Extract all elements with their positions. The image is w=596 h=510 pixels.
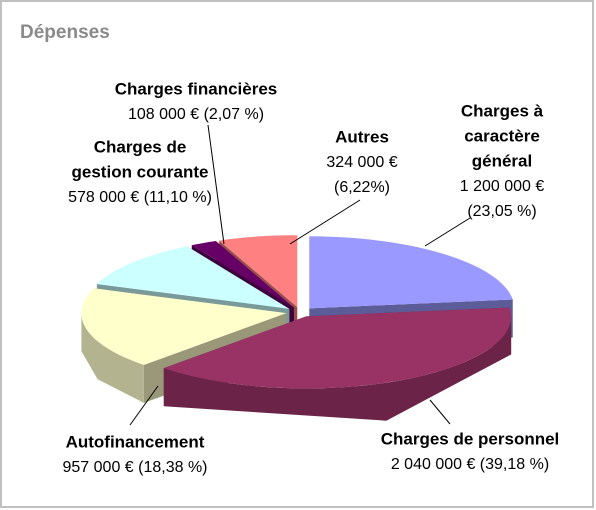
slice-label: Charges de <box>94 137 187 156</box>
slice-top <box>96 246 290 309</box>
leader-line <box>424 217 471 247</box>
value-label: 324 000 € <box>326 154 397 171</box>
leader-line <box>129 385 159 426</box>
slice-label: Charges de personnel <box>381 429 560 448</box>
leader-line <box>429 399 451 425</box>
slice-top <box>163 307 512 389</box>
value-label: 2 040 000 € (39,18 %) <box>391 456 549 473</box>
slice-label: Autofinancement <box>66 432 205 451</box>
slice-top <box>219 235 298 308</box>
slice-label: Charges à <box>461 101 544 120</box>
value-label: 108 000 € (2,07 %) <box>128 106 264 123</box>
leader-line <box>289 199 361 245</box>
slice-side <box>163 316 512 421</box>
value-label: 1 200 000 € <box>460 178 545 195</box>
slice <box>163 307 512 421</box>
slice-label: caractère <box>464 126 540 145</box>
slice-side <box>81 313 144 403</box>
slice-top <box>191 241 294 308</box>
slice-top <box>309 236 513 309</box>
value-label: 578 000 € (11,10 %) <box>68 189 212 206</box>
chart-title: Dépenses <box>20 22 110 43</box>
value-label: (6,22%) <box>334 179 390 196</box>
slice-label: gestion courante <box>72 162 209 181</box>
value-label: 957 000 € (18,38 %) <box>63 459 208 476</box>
slice-top <box>81 288 287 365</box>
slice-label: général <box>472 151 532 170</box>
slice-label: Charges financières <box>115 79 278 98</box>
leader-line <box>207 124 225 245</box>
slice-label: Autres <box>335 127 389 146</box>
value-label: (23,05 %) <box>467 203 536 220</box>
